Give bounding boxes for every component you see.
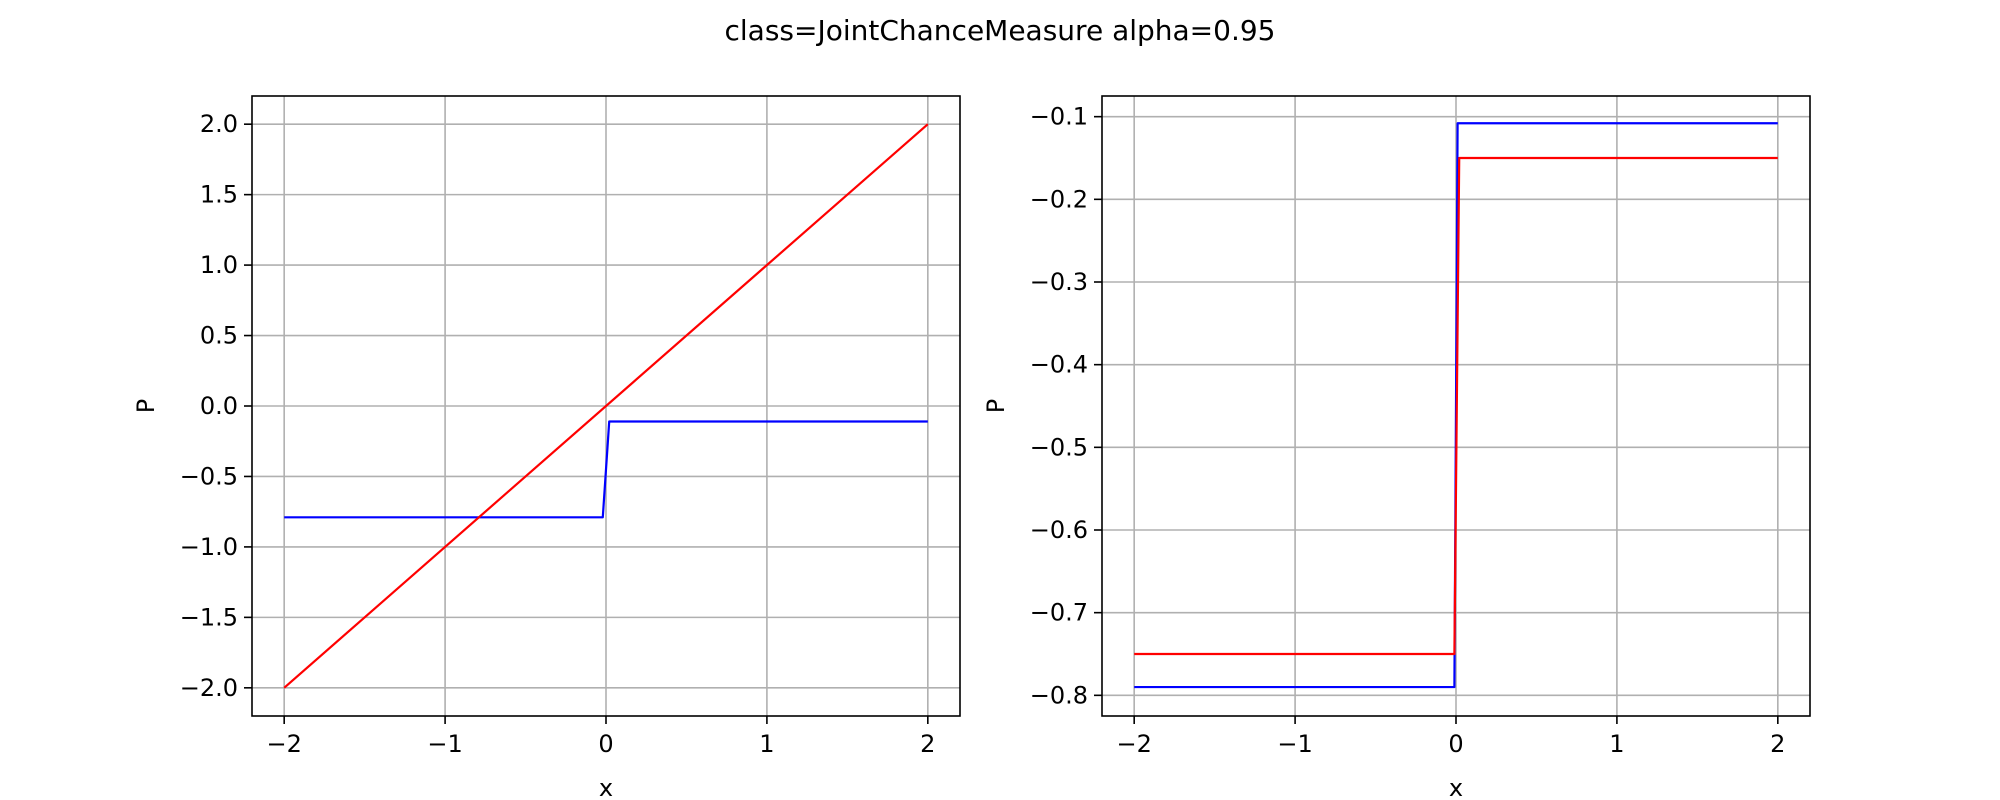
left-plot: −2 −1 0 1 2 −2.0 −1.5 −1.0 −0.5 0.0 0.5 1.0 1.5 2.0 x P	[132, 95, 961, 800]
chart-0-y-tick-label-6: 1.0	[200, 251, 238, 279]
chart-1-x-tick-label-1: −1	[1277, 730, 1312, 758]
chart-1-y-tick-label-2: −0.6	[1030, 516, 1088, 544]
chart-0-x-tick-label-0: −2	[266, 730, 301, 758]
chart-1-y-tick-label-4: −0.4	[1030, 351, 1088, 379]
chart-0-y-tick-label-8: 2.0	[200, 110, 238, 138]
chart-0-y-tick-label-5: 0.5	[200, 322, 238, 350]
chart-1-y-tick-label-0: −0.8	[1030, 681, 1088, 709]
chart-1-x-axis-label: x	[1449, 774, 1463, 800]
chart-1-y-axis-label: P	[982, 399, 1010, 413]
chart-1-series-line-1	[1134, 156, 1778, 656]
chart-0-y-tick-label-0: −2.0	[180, 674, 238, 702]
chart-0-x-tick-label-4: 2	[920, 730, 935, 758]
chart-1-y-tick-label-6: −0.2	[1030, 185, 1088, 213]
chart-0-x-tick-label-1: −1	[427, 730, 462, 758]
chart-1-y-tick-label-3: −0.5	[1030, 433, 1088, 461]
chart-0-y-tick-label-4: 0.0	[200, 392, 238, 420]
chart-0-series-line-1	[283, 123, 929, 689]
chart-0-series-line-0	[284, 420, 928, 519]
chart-1-x-tick-label-0: −2	[1116, 730, 1151, 758]
chart-1-y-tick-label-5: −0.3	[1030, 268, 1088, 296]
chart-1-x-tick-label-3: 1	[1609, 730, 1624, 758]
chart-0-y-tick-label-3: −0.5	[180, 462, 238, 490]
chart-0-y-tick-label-1: −1.5	[180, 603, 238, 631]
chart-0-x-axis-label: x	[599, 774, 613, 800]
chart-0-x-tick-label-2: 0	[598, 730, 613, 758]
chart-1-y-tick-label-7: −0.1	[1030, 103, 1088, 131]
chart-0-y-tick-label-7: 1.5	[200, 181, 238, 209]
chart-1-y-tick-label-1: −0.7	[1030, 599, 1088, 627]
chart-0-x-tick-label-3: 1	[759, 730, 774, 758]
chart-1-x-tick-label-2: 0	[1448, 730, 1463, 758]
right-plot: −2 −1 0 1 2 −0.8 −0.7 −0.6 −0.5 −0.4 −0.3 −0.2 −0.1 x…	[982, 95, 1811, 800]
chart-1-x-tick-label-4: 2	[1770, 730, 1785, 758]
chart-0-y-tick-label-2: −1.0	[180, 533, 238, 561]
figure-title: class=JointChanceMeasure alpha=0.95	[724, 14, 1275, 47]
chart-0-y-axis-label: P	[132, 399, 160, 413]
